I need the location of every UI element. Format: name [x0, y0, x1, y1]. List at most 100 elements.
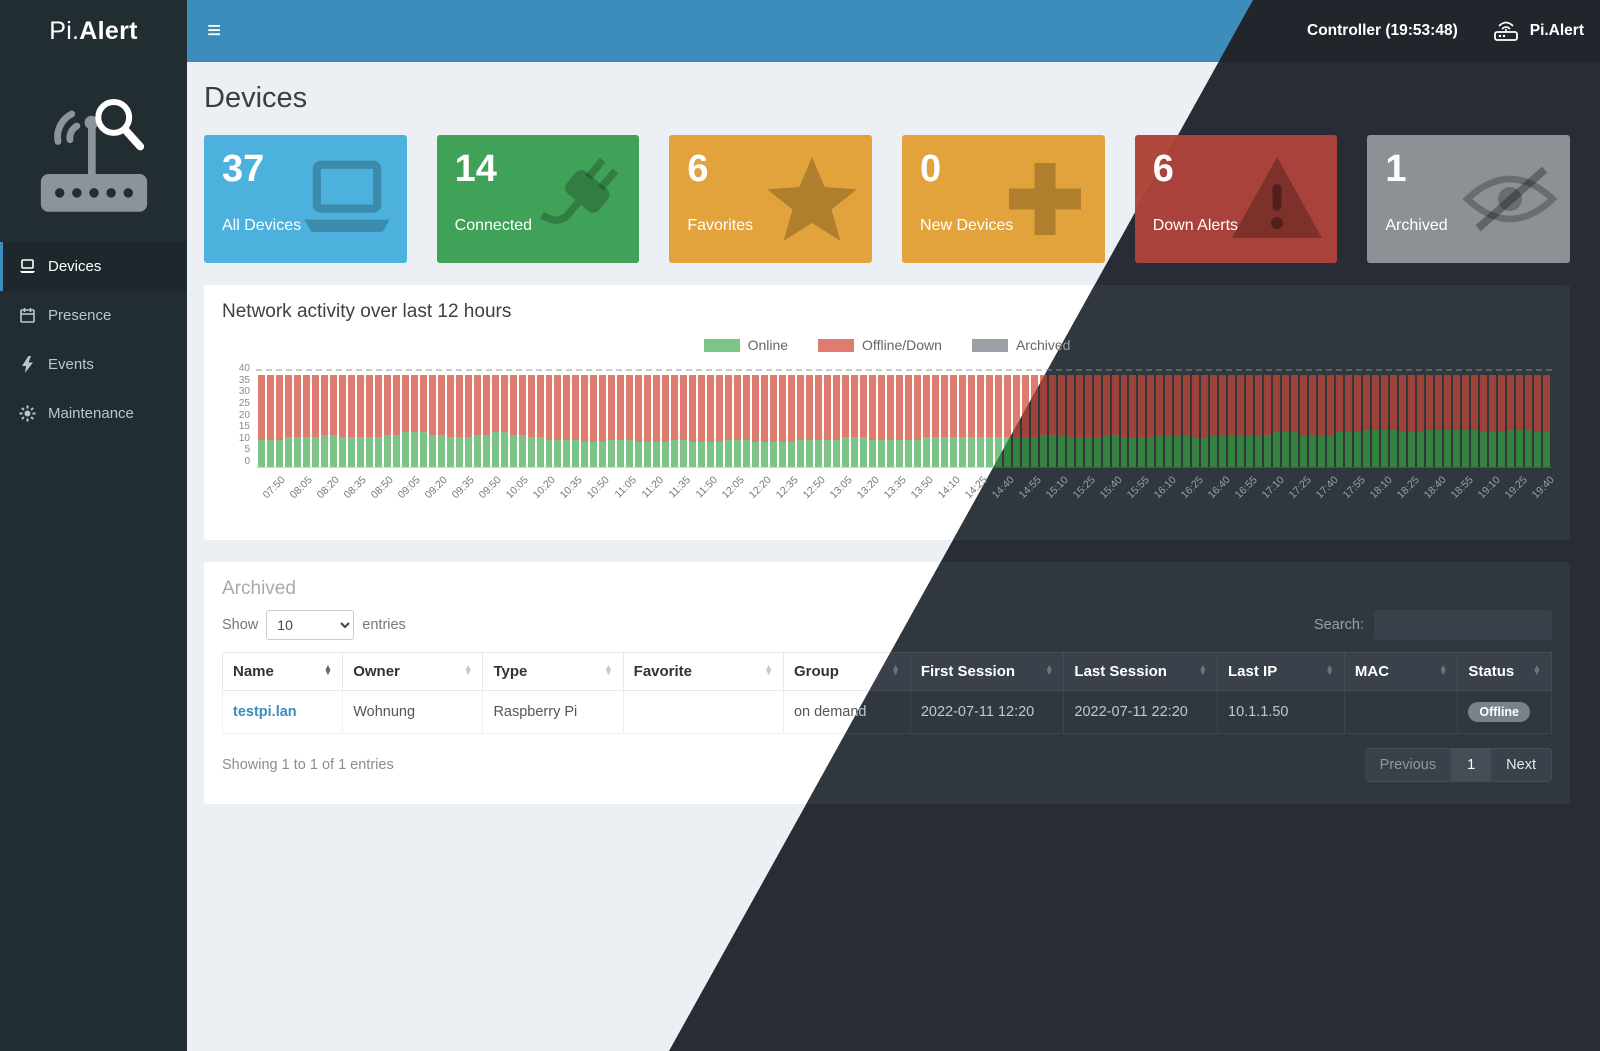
chart-bar	[590, 374, 598, 467]
y-tick-label: 0	[244, 456, 250, 467]
chart-bar	[545, 374, 553, 467]
column-header-type[interactable]: Type ▲▼	[482, 652, 624, 691]
x-tick: 13:20	[850, 468, 881, 526]
column-header-owner[interactable]: Owner ▲▼	[342, 652, 484, 691]
chart-bar	[410, 374, 418, 467]
x-tick: 11:20	[634, 468, 666, 526]
chart-bar	[518, 374, 526, 467]
x-tick: 11:35	[661, 468, 693, 526]
chart-bar	[419, 374, 427, 467]
chart-bar	[266, 374, 274, 467]
info-box-favorites[interactable]: 6 Favorites	[669, 135, 873, 263]
chart-bar	[1363, 374, 1371, 467]
column-header-first-session[interactable]: First Session ▲▼	[909, 652, 1065, 691]
info-box-down-alerts[interactable]: 6 Down Alerts	[1134, 135, 1338, 263]
chart-bar	[599, 374, 607, 467]
chart-bar	[1479, 374, 1487, 467]
chart-bar	[1120, 374, 1128, 467]
laptop-icon	[19, 258, 36, 275]
column-header-name[interactable]: Name ▲▼	[221, 652, 344, 691]
chart-bar	[1452, 374, 1460, 467]
info-box-value: 6	[687, 148, 709, 190]
legend-item-online[interactable]: Online	[703, 337, 788, 353]
chart-bar	[1165, 374, 1173, 467]
sidebar-menu: Devices Presence Events	[0, 242, 187, 438]
x-tick: 17:40	[1309, 468, 1340, 526]
x-tick: 09:05	[391, 468, 422, 526]
column-header-mac[interactable]: MAC ▲▼	[1343, 652, 1459, 691]
x-tick-label: 19:40	[1529, 474, 1557, 502]
chart-bar	[1264, 374, 1272, 467]
info-box-new-devices[interactable]: 0 New Devices	[902, 135, 1105, 263]
chart-bar	[1399, 374, 1406, 467]
chart-bar	[1201, 374, 1209, 467]
legend-item-offline[interactable]: Offline/Down	[818, 337, 942, 353]
sidebar-item-maintenance[interactable]: Maintenance	[0, 389, 187, 438]
chart-bar	[1497, 374, 1505, 467]
chart-bar	[1210, 374, 1218, 467]
chart-bar	[428, 374, 436, 467]
chart-bar	[994, 374, 1002, 467]
eye-slash-icon	[1462, 166, 1558, 232]
chart-bar	[1111, 374, 1119, 467]
chart-bar	[1443, 374, 1451, 467]
sort-icon: ▲▼	[1532, 662, 1541, 678]
y-tick-label: 40	[238, 363, 250, 374]
sidebar-item-events[interactable]: Events	[0, 340, 187, 389]
chart-bar	[716, 374, 724, 467]
info-box-archived[interactable]: 1 Archived	[1367, 135, 1571, 263]
cell-last-session: 2022-07-11 22:20	[1063, 690, 1219, 734]
chart-bar	[1147, 374, 1155, 467]
sort-icon: ▲▼	[464, 662, 473, 678]
sidebar-item-devices[interactable]: Devices	[0, 242, 187, 291]
chart-bar	[797, 374, 805, 467]
column-header-last-session[interactable]: Last Session ▲▼	[1063, 652, 1219, 691]
chart-bar	[904, 374, 912, 467]
column-header-last-ip[interactable]: Last IP ▲▼	[1217, 652, 1345, 691]
chart-bar	[491, 374, 499, 467]
chart-bar	[1282, 374, 1290, 467]
laptop-icon	[304, 160, 390, 232]
chart-bar	[1084, 374, 1092, 467]
sidebar-item-presence[interactable]: Presence	[0, 291, 187, 340]
chart-bar	[554, 374, 562, 467]
chart-bar	[1030, 374, 1038, 467]
chart-bar	[1309, 374, 1317, 467]
chart-bar	[617, 374, 625, 467]
chart-bar	[1066, 374, 1074, 467]
info-box-connected[interactable]: 14 Connected	[436, 135, 640, 263]
info-box-value: 0	[920, 148, 942, 190]
pagination-previous[interactable]: Previous	[1364, 748, 1453, 782]
brand-logo[interactable]: Pi.Alert	[0, 0, 187, 62]
sidebar-toggle-button[interactable]: ≡	[187, 0, 241, 62]
bolt-icon	[19, 356, 36, 373]
column-header-favorite[interactable]: Favorite ▲▼	[622, 652, 784, 691]
cell-first-session: 2022-07-11 12:20	[909, 690, 1065, 734]
legend-item-archived[interactable]: Archived	[971, 337, 1070, 353]
chart-bar	[958, 374, 966, 467]
sort-icon: ▲▼	[1045, 662, 1054, 678]
gear-icon	[19, 405, 36, 422]
offline-swatch	[818, 338, 855, 352]
chart-bar	[1345, 374, 1353, 467]
chart-bar	[581, 374, 589, 467]
chart-bar	[788, 374, 796, 467]
pagination-next[interactable]: Next	[1490, 748, 1552, 782]
chart-bar	[1488, 374, 1496, 467]
page-length-select[interactable]: 10	[266, 610, 355, 640]
cell-favorite	[622, 690, 784, 734]
x-tick: 07:50	[256, 468, 287, 526]
column-label: Type	[493, 663, 528, 680]
chart-bar	[338, 374, 346, 467]
info-box-all-devices[interactable]: 37 All Devices	[204, 135, 407, 263]
search-input[interactable]	[1374, 610, 1552, 640]
device-name-link[interactable]: testpi.lan	[233, 704, 297, 720]
chart-bar	[258, 374, 265, 467]
chart-bar	[1461, 374, 1469, 467]
pagination-page-1[interactable]: 1	[1451, 748, 1492, 782]
info-box-label: Connected	[454, 216, 533, 234]
chart-bar	[1255, 374, 1263, 467]
chart-bar	[392, 374, 400, 467]
column-header-status[interactable]: Status ▲▼	[1457, 652, 1552, 691]
chart-bar	[698, 374, 706, 467]
